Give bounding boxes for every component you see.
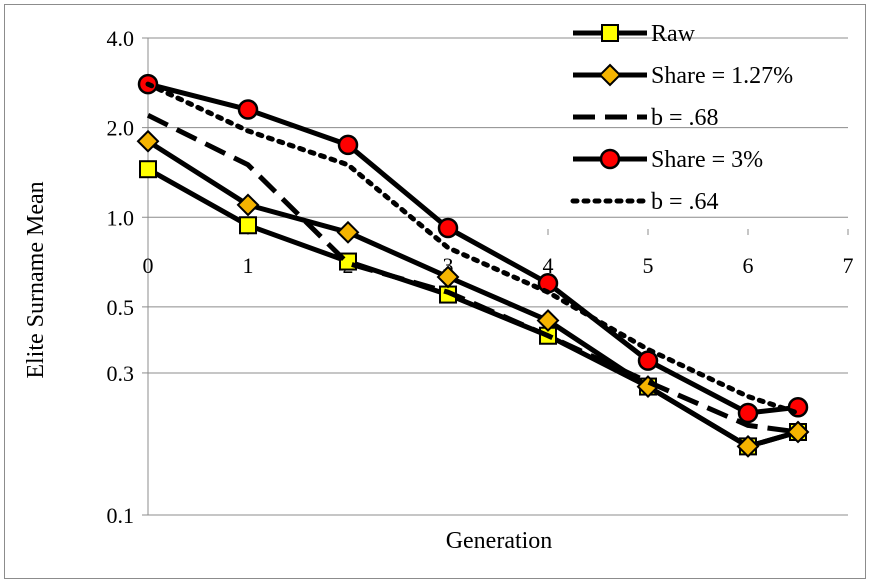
series-2 <box>136 129 810 458</box>
x-tick-label: 7 <box>843 253 854 278</box>
series <box>136 73 810 458</box>
legend-item: Share = 3% <box>573 147 763 173</box>
x-tick-label: 6 <box>743 253 754 278</box>
x-tick-label: 4 <box>543 253 554 278</box>
data-point <box>136 129 160 153</box>
legend-item: Share = 1.27% <box>573 63 793 89</box>
data-point <box>237 99 259 120</box>
data-point <box>536 309 560 332</box>
data-point <box>139 160 157 179</box>
x-tick-label: 0 <box>143 253 154 278</box>
data-point <box>337 134 359 156</box>
series-line <box>145 81 801 416</box>
data-point <box>787 397 809 418</box>
legend-label: Share = 3% <box>651 147 763 173</box>
series-5 <box>145 81 801 416</box>
series-4 <box>137 73 809 424</box>
data-point <box>437 217 459 239</box>
series-line <box>147 81 799 416</box>
x-tick-label: 5 <box>643 253 654 278</box>
y-tick-label: 0.3 <box>107 361 135 386</box>
data-point <box>737 402 759 424</box>
x-tick-label: 3 <box>443 253 454 278</box>
legend-label: Share = 1.27% <box>651 63 793 89</box>
series-line <box>146 139 799 449</box>
data-point <box>637 350 659 371</box>
legend-marker <box>599 148 621 170</box>
data-point <box>239 216 257 235</box>
y-tick-label: 0.1 <box>107 503 135 528</box>
data-point <box>236 193 260 217</box>
series-3 <box>146 113 799 435</box>
y-tick-label: 0.5 <box>107 295 135 320</box>
legend-label: b = .64 <box>651 189 719 215</box>
legend-item: b = .64 <box>570 189 719 215</box>
legend-label: Raw <box>651 21 696 47</box>
legend: Raw Share = 1.27% b = .68 Share = 3% b = .64 <box>570 21 793 215</box>
legend-marker <box>598 63 622 87</box>
legend-item: Raw <box>573 21 696 47</box>
y-tick-label: 2.0 <box>107 116 135 141</box>
data-point <box>436 265 460 289</box>
legend-marker <box>601 24 619 42</box>
x-axis-title: Generation <box>446 528 553 554</box>
data-point <box>336 220 360 244</box>
data-point <box>736 434 760 458</box>
legend-item: b = .68 <box>573 105 719 131</box>
legend-label: b = .68 <box>651 105 719 131</box>
series-line <box>146 113 799 435</box>
grid <box>148 37 848 516</box>
y-axis-title: Elite Surname Mean <box>23 181 49 378</box>
y-tick-label: 4.0 <box>107 26 135 51</box>
y-tick-label: 1.0 <box>107 205 135 230</box>
data-point <box>786 420 810 444</box>
x-tick-label: 1 <box>243 253 254 278</box>
